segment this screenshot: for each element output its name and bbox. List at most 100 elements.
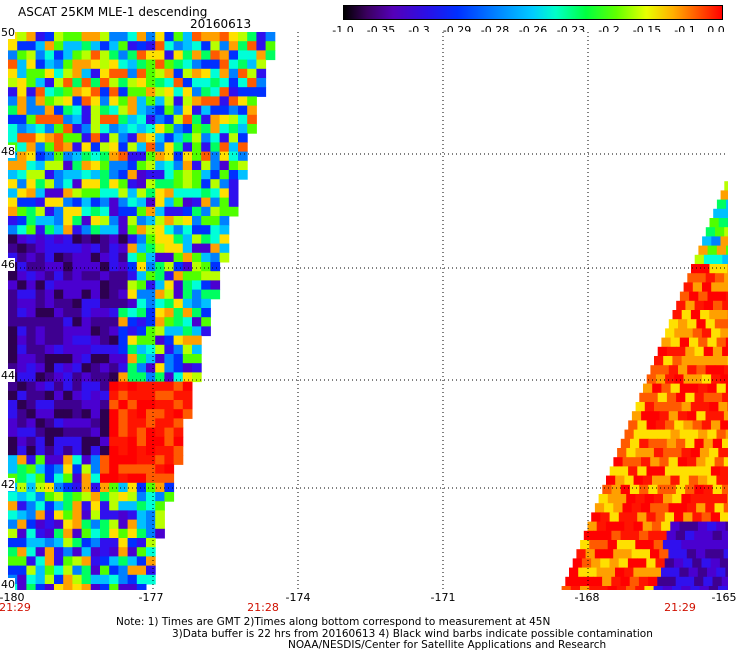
swath-pixel	[63, 32, 73, 42]
swath-pixel	[155, 363, 165, 373]
swath-pixel	[210, 207, 220, 217]
swath-pixel	[685, 347, 695, 357]
swath-pixel	[164, 170, 174, 180]
swath-pixel	[650, 503, 660, 513]
swath-pixel	[164, 179, 174, 189]
swath-pixel	[109, 308, 119, 318]
swath-pixel	[109, 133, 119, 143]
swath-pixel	[63, 96, 73, 106]
swath-pixel	[100, 271, 110, 281]
swath-pixel	[26, 308, 36, 318]
swath-pixel	[146, 566, 156, 576]
swath-pixel	[82, 115, 92, 125]
swath-pixel	[610, 466, 620, 476]
swath-pixel	[82, 290, 92, 300]
swath-pixel	[573, 558, 583, 568]
swath-pixel	[192, 308, 202, 318]
map-plot-area	[8, 32, 728, 590]
swath-pixel	[54, 547, 64, 557]
swath-pixel	[45, 547, 55, 557]
swath-pixel	[128, 32, 138, 42]
swath-pixel	[715, 457, 725, 467]
swath-pixel	[109, 409, 119, 419]
swath-pixel	[192, 345, 202, 355]
swath-pixel	[118, 124, 128, 134]
swath-pixel	[698, 430, 708, 440]
swath-pixel	[658, 439, 668, 449]
swath-pixel	[91, 547, 101, 557]
swath-pixel	[8, 556, 18, 566]
swath-pixel	[63, 510, 73, 520]
swath-pixel	[36, 446, 46, 456]
swath-pixel	[155, 142, 165, 152]
swath-pixel	[661, 430, 671, 440]
swath-pixel	[229, 60, 239, 70]
swath-pixel	[220, 124, 230, 134]
swath-pixel	[72, 87, 82, 97]
swath-pixel	[17, 271, 27, 281]
swath-pixel	[183, 188, 193, 198]
swath-pixel	[229, 78, 239, 88]
swath-pixel	[639, 485, 649, 495]
swath-pixel	[727, 586, 728, 590]
swath-pixel	[146, 69, 156, 79]
swath-pixel	[72, 170, 82, 180]
swath-pixel	[72, 566, 82, 576]
swath-pixel	[82, 566, 92, 576]
swath-pixel	[109, 510, 119, 520]
swath-pixel	[91, 106, 101, 116]
swath-pixel	[72, 520, 82, 530]
swath-pixel	[192, 115, 202, 125]
swath-pixel	[706, 319, 716, 329]
swath-pixel	[17, 78, 27, 88]
swath-pixel	[63, 290, 73, 300]
swath-pixel	[174, 290, 184, 300]
swath-pixel	[707, 384, 717, 394]
swath-pixel	[54, 60, 64, 70]
swath-pixel	[174, 87, 184, 97]
swath-pixel	[137, 556, 147, 566]
swath-pixel	[693, 282, 703, 292]
swath-pixel	[8, 345, 18, 355]
swath-pixel	[201, 271, 211, 281]
swath-pixel	[210, 115, 220, 125]
swath-pixel	[164, 271, 174, 281]
swath-pixel	[82, 455, 92, 465]
swath-pixel	[611, 577, 621, 587]
swath-pixel	[220, 50, 230, 60]
swath-pixel	[183, 96, 193, 106]
swath-pixel	[45, 262, 55, 272]
swath-pixel	[109, 317, 119, 327]
swath-pixel	[164, 299, 174, 309]
swath-pixel	[17, 280, 27, 290]
swath-pixel	[164, 308, 174, 318]
swath-pixel	[155, 372, 165, 382]
swath-pixel	[26, 538, 36, 548]
swath-pixel	[36, 428, 46, 438]
swath-pixel	[118, 336, 128, 346]
swath-pixel	[63, 566, 73, 576]
swath-pixel	[680, 476, 690, 486]
swath-pixel	[155, 96, 165, 106]
swath-pixel	[8, 382, 18, 392]
swath-pixel	[589, 540, 599, 550]
swath-pixel	[36, 262, 46, 272]
swath-pixel	[8, 437, 18, 447]
swath-pixel	[100, 32, 110, 42]
swath-pixel	[155, 510, 165, 520]
swath-pixel	[17, 207, 27, 217]
swath-pixel	[54, 437, 64, 447]
swath-pixel	[17, 556, 27, 566]
swath-pixel	[72, 179, 82, 189]
swath-pixel	[247, 50, 257, 60]
swath-pixel	[91, 60, 101, 70]
swath-pixel	[719, 218, 728, 228]
swath-pixel	[155, 271, 165, 281]
swath-pixel	[17, 326, 27, 336]
swath-pixel	[654, 494, 664, 504]
swath-pixel	[146, 400, 156, 410]
swath-pixel	[128, 106, 138, 116]
swath-pixel	[8, 96, 18, 106]
swath-pixel	[692, 512, 702, 522]
swath-pixel	[685, 531, 695, 541]
